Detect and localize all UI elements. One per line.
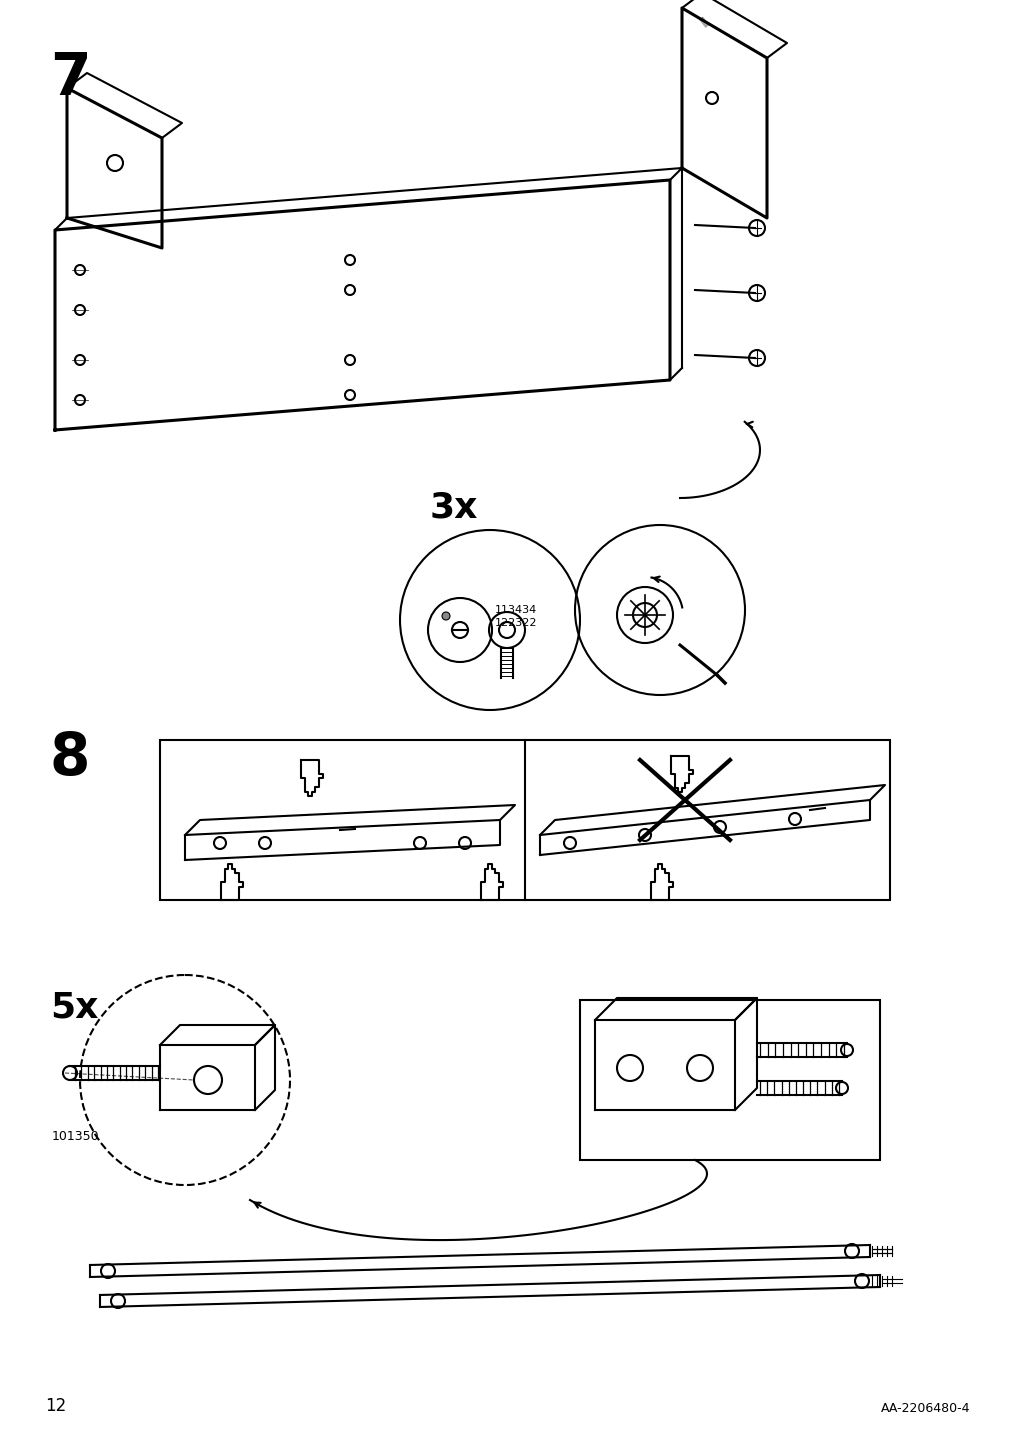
Text: 101350: 101350 (52, 1130, 99, 1143)
Text: 3x: 3x (430, 490, 478, 524)
Text: 12: 12 (44, 1398, 66, 1415)
Text: 8: 8 (50, 730, 90, 788)
Bar (160, 740, 889, 899)
Text: AA-2206480-4: AA-2206480-4 (880, 1402, 969, 1415)
Text: 113434
122322: 113434 122322 (494, 604, 537, 629)
Bar (579, 1000, 880, 1160)
Circle shape (442, 611, 450, 620)
Text: 5x: 5x (50, 990, 98, 1024)
Text: 7: 7 (50, 50, 91, 107)
Text: IIIIII: IIIIII (697, 16, 709, 29)
